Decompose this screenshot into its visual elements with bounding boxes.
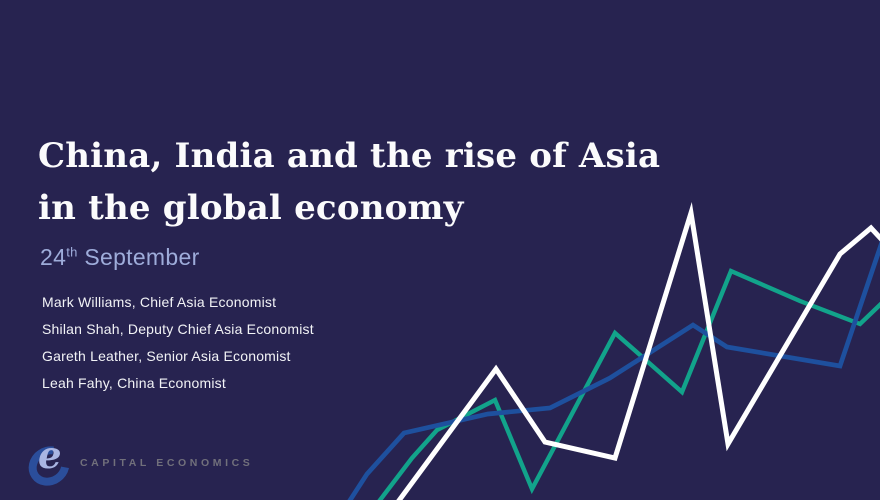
capital-economics-logo: e CAPITAL ECONOMICS xyxy=(20,433,254,494)
slide-title: China, India and the rise of Asia in the… xyxy=(38,130,660,234)
date-month: September xyxy=(77,244,200,270)
presenter-item: Shilan Shah, Deputy Chief Asia Economist xyxy=(42,321,314,337)
date-day: 24 xyxy=(40,244,67,270)
presenter-item: Gareth Leather, Senior Asia Economist xyxy=(42,348,291,364)
blue-line xyxy=(347,240,880,500)
date-ordinal: th xyxy=(66,244,78,260)
slide-title-line1: China, India and the rise of Asia xyxy=(38,136,661,176)
presentation-date: 24th September xyxy=(40,244,200,271)
slide-title-line2: in the global economy xyxy=(38,188,464,228)
capital-economics-logo-text: CAPITAL ECONOMICS xyxy=(80,457,254,469)
white-line xyxy=(396,202,880,500)
presenter-list: Mark Williams, Chief Asia Economist Shil… xyxy=(42,289,314,397)
presenter-item: Mark Williams, Chief Asia Economist xyxy=(42,294,277,310)
teal-line xyxy=(377,268,880,500)
logo-e-letter: e xyxy=(38,433,62,477)
presenter-item: Leah Fahy, China Economist xyxy=(42,375,226,391)
capital-economics-logo-icon: e xyxy=(20,433,78,494)
